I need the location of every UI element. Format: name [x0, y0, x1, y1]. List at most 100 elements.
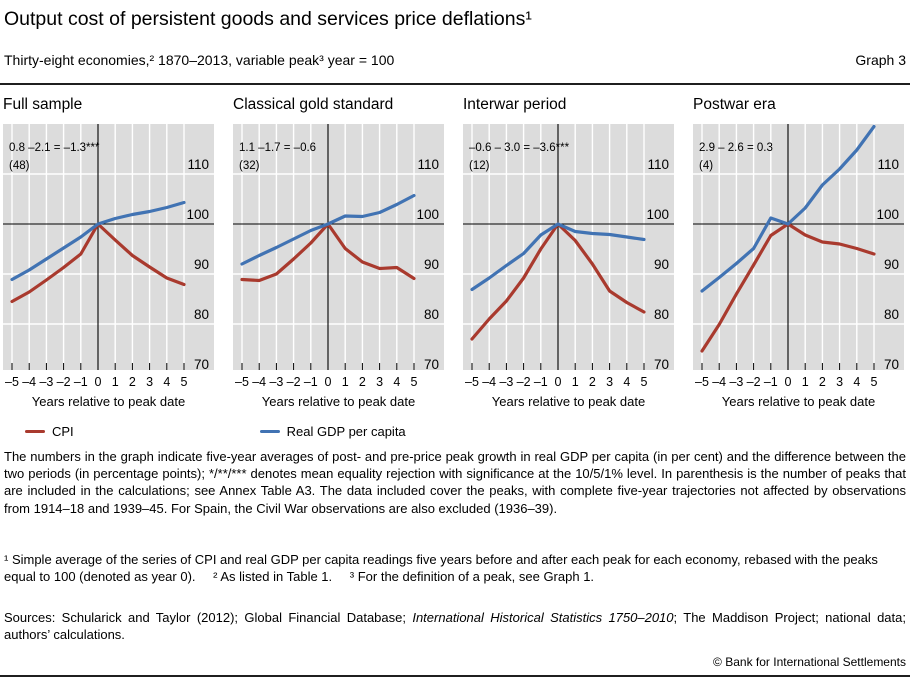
legend-item-gdp: Real GDP per capita — [259, 424, 406, 439]
x-tick-label: 0 — [95, 375, 102, 389]
page-title: Output cost of persistent goods and serv… — [4, 8, 532, 30]
footnote-1: ¹ Simple average of the series of CPI an… — [4, 552, 878, 585]
chart-legend: CPI Real GDP per capita — [25, 424, 406, 439]
x-tick-label: 2 — [819, 375, 826, 389]
y-axis-label: 110 — [417, 157, 439, 172]
panel-title: Interwar period — [463, 96, 567, 113]
y-axis-label: 90 — [194, 257, 209, 272]
x-tick-label: 5 — [411, 375, 418, 389]
y-axis-label: 100 — [416, 207, 439, 222]
x-tick-label: –1 — [74, 375, 88, 389]
x-tick-label: –1 — [534, 375, 548, 389]
x-tick-label: 2 — [129, 375, 136, 389]
x-axis-title: Years relative to peak date — [721, 394, 876, 409]
graph-number: Graph 3 — [855, 52, 906, 68]
y-axis-label: 90 — [654, 257, 669, 272]
y-axis-label: 100 — [186, 207, 209, 222]
panel-annotation: 1.1 –1.7 = –0.6 — [239, 142, 316, 154]
plot-background — [233, 124, 444, 370]
sources-italic-title: International Historical Statistics 1750… — [412, 610, 674, 625]
x-tick-label: 4 — [853, 375, 860, 389]
panel-plot: 110 100 90 80 70 2.9 – 2.6 = 0.3 (4) –5 –4 –3 –2 –1… — [693, 124, 904, 389]
legend-label-cpi: CPI — [52, 424, 74, 439]
x-tick-label: –3 — [729, 375, 743, 389]
subtitle: Thirty-eight economies,² 1870–2013, vari… — [4, 52, 395, 68]
x-tick-label: 1 — [112, 375, 119, 389]
x-tick-label: 2 — [359, 375, 366, 389]
x-tick-label: 3 — [606, 375, 613, 389]
sources-prefix: Sources: Schularick and Taylor (2012); G… — [4, 610, 413, 625]
x-tick-label: 3 — [376, 375, 383, 389]
y-axis-label: 70 — [654, 357, 669, 372]
x-tick-label: –3 — [499, 375, 513, 389]
panel-plot: 110 100 90 80 70 0.8 –2.1 = –1.3*** (48) –5 –4 –3… — [3, 124, 214, 389]
copyright: © Bank for International Settlements — [713, 655, 906, 669]
gdp-line — [470, 222, 646, 292]
panel-annotation: 2.9 – 2.6 = 0.3 — [699, 142, 773, 154]
y-axis-label: 90 — [884, 257, 899, 272]
x-tick-label: –4 — [252, 375, 266, 389]
y-axis-label: 100 — [646, 207, 669, 222]
x-tick-label: 1 — [802, 375, 809, 389]
footnotes: ¹ Simple average of the series of CPI an… — [4, 551, 906, 585]
gdp-line — [240, 193, 416, 266]
gdp-line-swatch — [259, 429, 280, 434]
y-axis-label: 110 — [187, 157, 209, 172]
x-tick-label: 4 — [163, 375, 170, 389]
y-axis-label: 90 — [424, 257, 439, 272]
x-tick-label: 5 — [181, 375, 188, 389]
plot-background — [3, 124, 214, 370]
panel-peak-count: (12) — [469, 160, 490, 172]
x-tick-label: –1 — [304, 375, 318, 389]
x-tick-label: –1 — [764, 375, 778, 389]
x-tick-label: 5 — [641, 375, 648, 389]
x-tick-label: –4 — [712, 375, 726, 389]
y-axis-label: 80 — [424, 307, 439, 322]
x-tick-label: –4 — [482, 375, 496, 389]
x-tick-label: 4 — [393, 375, 400, 389]
chart-panel: Postwar era 110 100 90 80 70 2.9 – 2.6 = 0.3 (4… — [693, 96, 904, 409]
x-tick-label: 5 — [871, 375, 878, 389]
x-tick-label: –5 — [465, 375, 479, 389]
cpi-line-swatch — [25, 429, 45, 434]
y-axis-label: 110 — [647, 157, 669, 172]
x-tick-label: –2 — [287, 375, 301, 389]
x-tick-label: 3 — [836, 375, 843, 389]
sources-suffix: ; The Maddison Project; national data; a… — [4, 610, 906, 643]
plot-background — [693, 124, 904, 370]
bottom-divider — [0, 675, 910, 677]
x-tick-label: –5 — [235, 375, 249, 389]
y-axis-label: 80 — [194, 307, 209, 322]
x-axis-title: Years relative to peak date — [261, 394, 416, 409]
panel-peak-count: (32) — [239, 160, 260, 172]
chart-panel: Interwar period 110 100 90 80 70 –0.6 – 3.0 = … — [463, 96, 674, 409]
panel-plot: 110 100 90 80 70 –0.6 – 3.0 = –3.6*** (12) –5 –4… — [463, 124, 674, 389]
footnote-2: ² As listed in Table 1. — [213, 569, 333, 585]
x-tick-label: 4 — [623, 375, 630, 389]
chart-panel: Full sample 110 100 90 80 70 0.8 –2.1 = –1.3**… — [3, 96, 214, 409]
x-tick-label: 0 — [785, 375, 792, 389]
legend-label-gdp: Real GDP per capita — [286, 424, 406, 439]
x-tick-label: –2 — [517, 375, 531, 389]
legend-item-cpi: CPI — [25, 424, 74, 439]
y-axis-label: 70 — [194, 357, 209, 372]
panel-title: Full sample — [3, 96, 83, 113]
gdp-line — [700, 124, 876, 293]
panel-peak-count: (4) — [699, 160, 713, 172]
footnote-3: ³ For the definition of a peak, see Grap… — [349, 569, 595, 585]
x-tick-label: 0 — [325, 375, 332, 389]
x-tick-label: –5 — [5, 375, 19, 389]
x-axis-title: Years relative to peak date — [491, 394, 646, 409]
panel-annotation: –0.6 – 3.0 = –3.6*** — [469, 142, 570, 154]
gdp-line — [10, 200, 186, 282]
x-tick-label: 3 — [146, 375, 153, 389]
x-tick-label: –2 — [747, 375, 761, 389]
plot-background — [463, 124, 674, 370]
y-axis-label: 110 — [877, 157, 899, 172]
panel-title: Postwar era — [693, 96, 776, 113]
x-tick-label: –2 — [57, 375, 71, 389]
top-divider — [0, 83, 910, 85]
x-tick-label: 2 — [589, 375, 596, 389]
y-axis-label: 70 — [884, 357, 899, 372]
